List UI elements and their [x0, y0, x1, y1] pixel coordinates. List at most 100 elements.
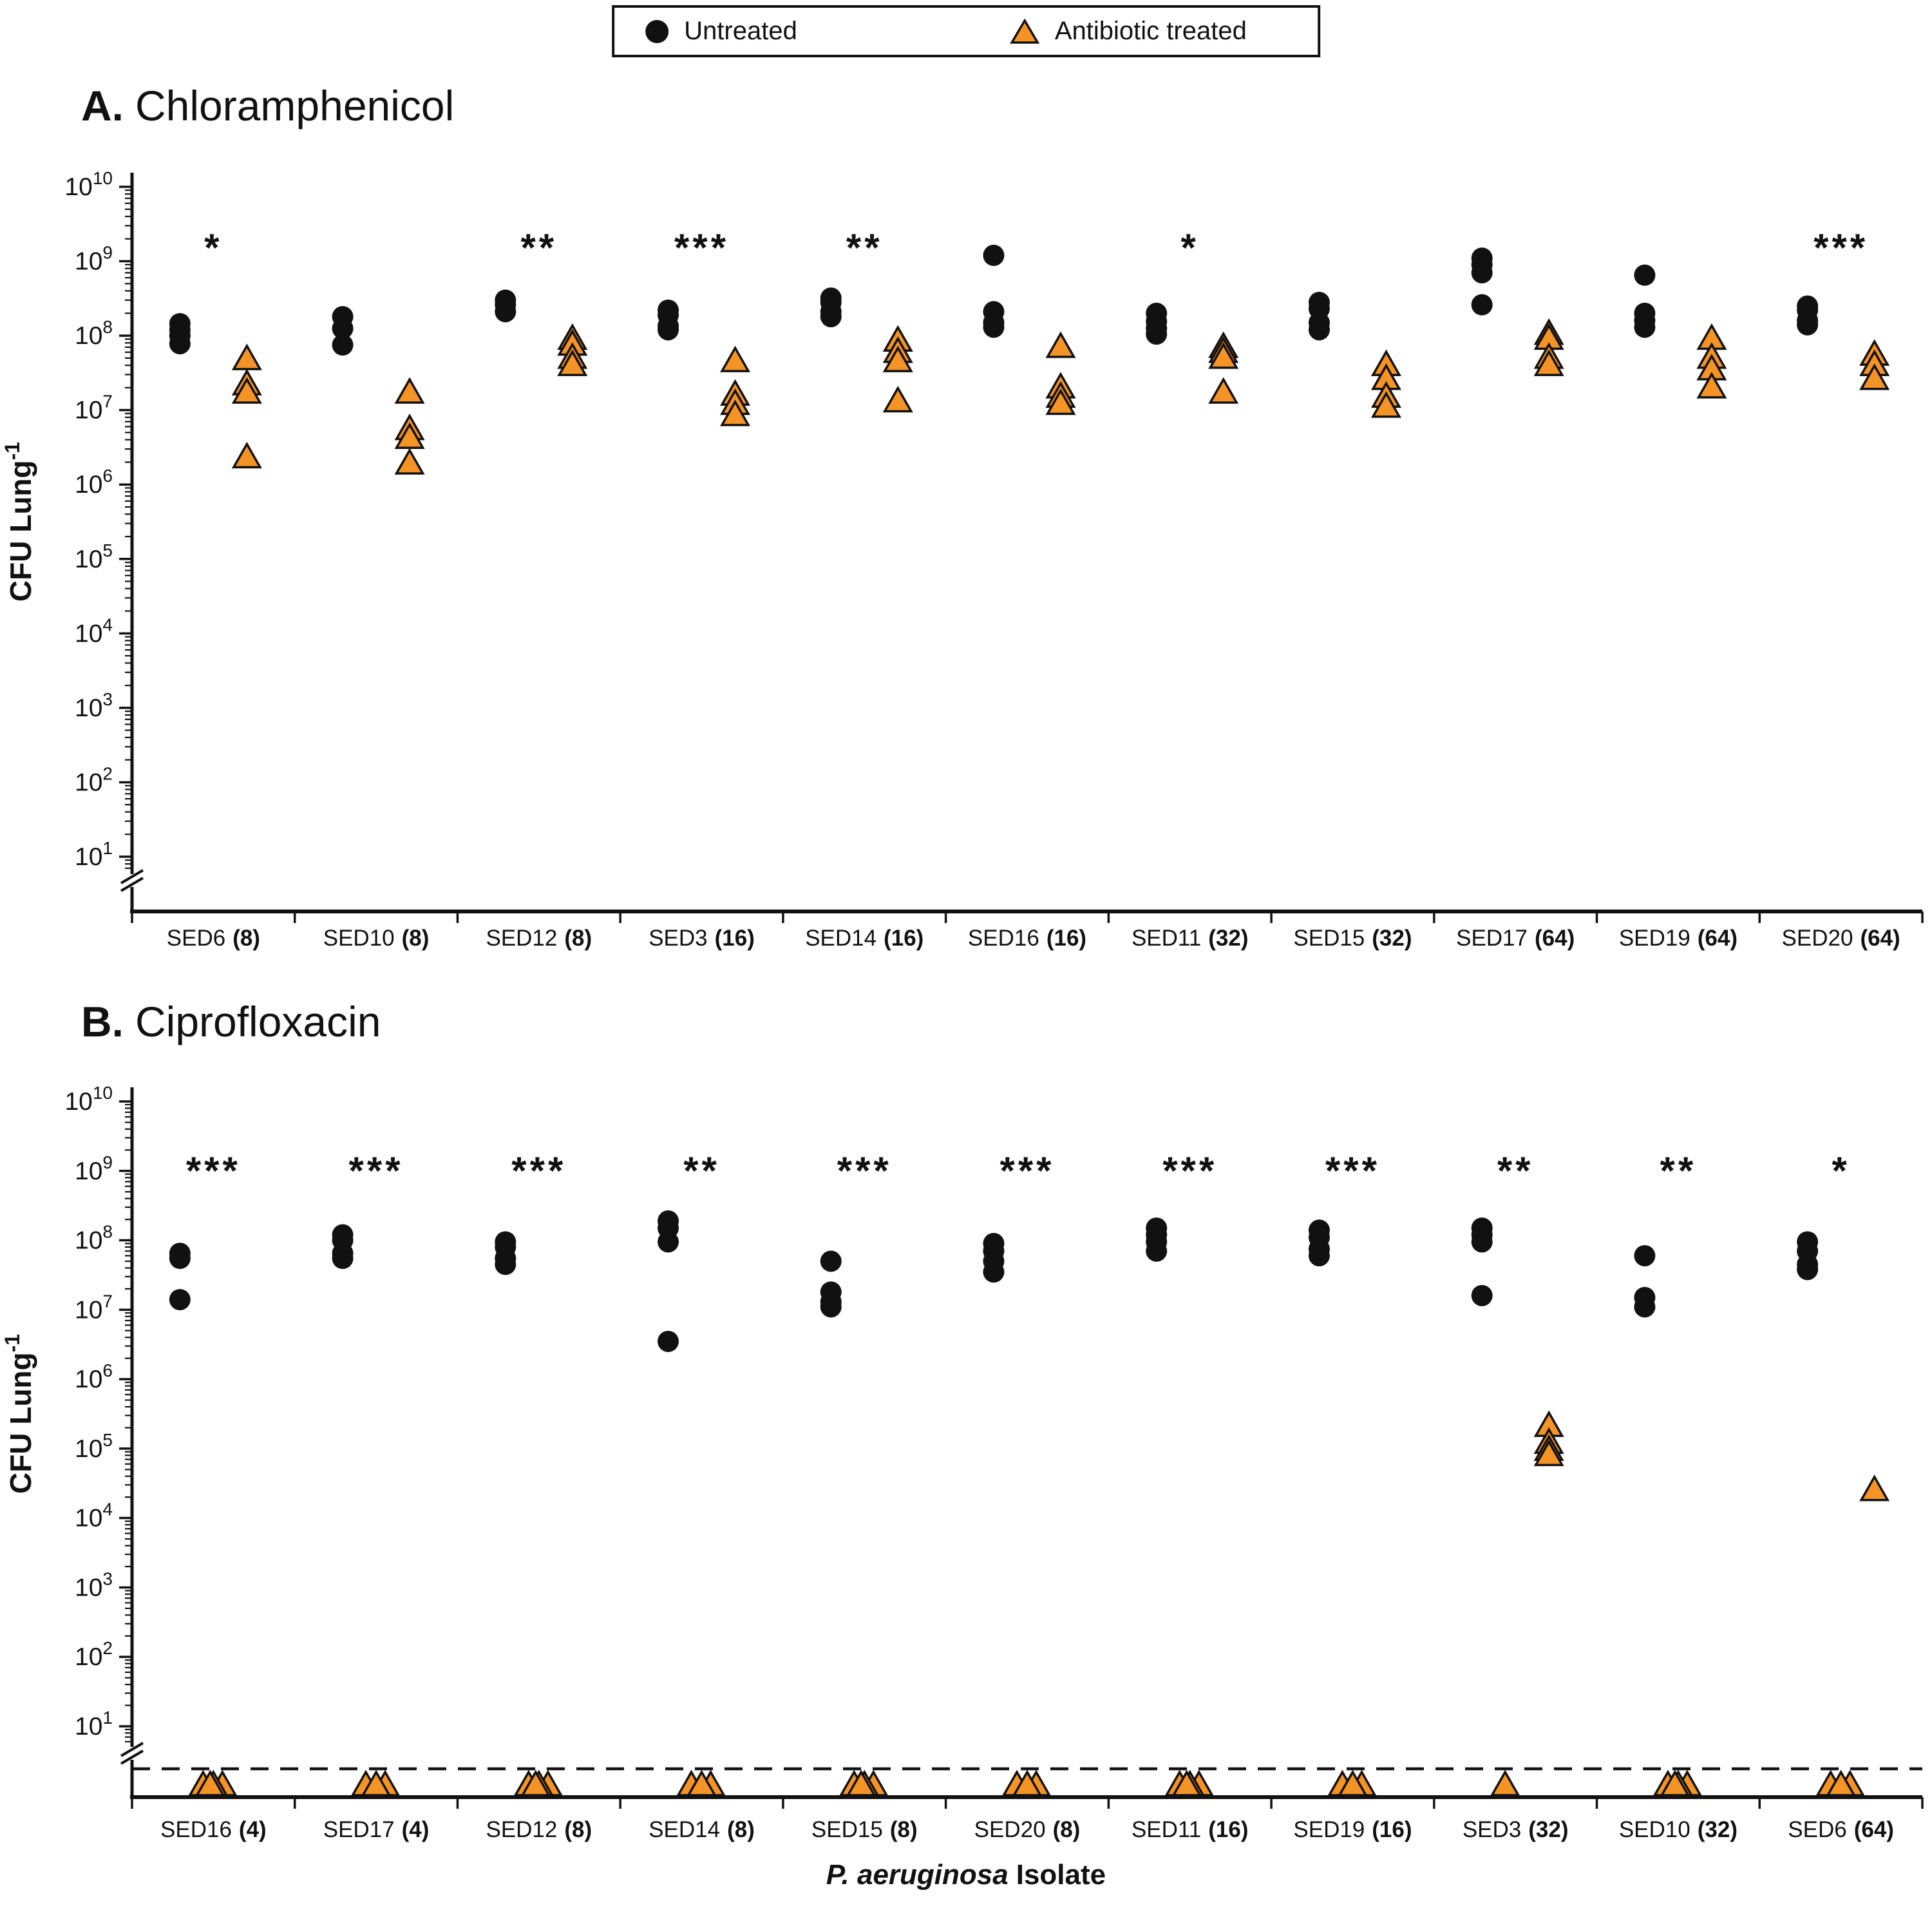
y-tick-label: 104	[75, 615, 113, 647]
treated-point	[1660, 1769, 1690, 1796]
treated-point	[882, 345, 913, 372]
treated-point	[1533, 1439, 1564, 1467]
untreated-point	[658, 1231, 679, 1253]
y-tick-label: 107	[75, 392, 113, 424]
y-tick-label: 101	[75, 838, 113, 871]
untreated-point	[1471, 1284, 1493, 1306]
panel-b-plot: 101 102 103 104 105 106 107 108 109 1010 CFU Lung-…	[1, 1083, 1924, 1842]
significance-marker: **	[520, 226, 557, 269]
untreated-point	[1471, 294, 1493, 316]
category-label: SED19 (64)	[1619, 926, 1738, 951]
treated-point	[720, 399, 751, 426]
y-tick-label: 103	[75, 1568, 113, 1601]
untreated-point	[1471, 262, 1493, 283]
treated-point	[1337, 1769, 1368, 1796]
untreated-point	[1308, 319, 1330, 341]
category-label: SED20 (8)	[974, 1817, 1081, 1842]
untreated-circle-icon	[645, 19, 669, 43]
legend-label-treated: Antibiotic treated	[1054, 17, 1247, 45]
y-tick-label: 101	[75, 1708, 113, 1740]
panel-a-plot: 101 102 103 104 105 106 107 108 109 1010 CFU Lung-…	[1, 168, 1924, 951]
panel-a-name: Chloramphenicol	[135, 82, 455, 129]
untreated-point	[983, 1261, 1005, 1283]
category-label: SED6 (64)	[1788, 1817, 1894, 1842]
treated-point	[1208, 342, 1239, 369]
category-label: SED12 (8)	[486, 1817, 592, 1842]
untreated-point	[1797, 314, 1819, 336]
legend-item-untreated: Untreated	[645, 17, 797, 46]
category-label: SED16 (16)	[968, 926, 1086, 951]
significance-marker: ***	[349, 1149, 404, 1192]
category-label: SED14 (8)	[649, 1817, 755, 1842]
treated-point	[687, 1769, 717, 1796]
treated-point	[231, 377, 262, 404]
untreated-point	[169, 333, 191, 355]
treated-point	[1171, 1769, 1202, 1796]
significance-marker: **	[1660, 1149, 1697, 1192]
untreated-point	[1634, 1296, 1656, 1318]
untreated-point	[1634, 1244, 1656, 1266]
treated-point	[1826, 1769, 1857, 1796]
untreated-point	[1634, 264, 1656, 286]
untreated-point	[1308, 1244, 1330, 1266]
treated-point	[1012, 1769, 1043, 1796]
significance-marker: **	[683, 1149, 720, 1192]
category-label: SED19 (16)	[1293, 1817, 1412, 1842]
panel-a-title: A. Chloramphenicol	[81, 81, 454, 130]
axis-break-mark	[120, 869, 144, 884]
category-label: SED15 (32)	[1293, 926, 1412, 951]
y-tick-label: 1010	[64, 168, 113, 201]
treated-point	[394, 377, 425, 404]
treated-point	[1490, 1769, 1520, 1796]
untreated-point	[658, 319, 679, 341]
treated-point	[1533, 349, 1564, 376]
treated-point	[194, 1769, 225, 1796]
legend-item-treated: Antibiotic treated	[1009, 17, 1247, 46]
y-tick-label: 109	[75, 1152, 113, 1185]
significance-marker: **	[846, 226, 883, 269]
untreated-point	[820, 306, 842, 328]
axis-break-mark	[120, 1742, 144, 1757]
category-label: SED3 (16)	[649, 926, 755, 951]
significance-marker: ***	[1814, 226, 1868, 269]
untreated-point	[169, 1248, 191, 1270]
untreated-point	[983, 244, 1005, 266]
category-label: SED15 (8)	[811, 1817, 918, 1842]
significance-marker: ***	[999, 1149, 1054, 1192]
legend: Untreated Antibiotic treated	[612, 5, 1320, 57]
significance-marker: ***	[674, 226, 729, 269]
untreated-point	[495, 301, 516, 323]
y-tick-label: 106	[75, 1360, 113, 1393]
y-tick-label: 105	[75, 540, 113, 573]
treated-point	[1696, 372, 1727, 399]
untreated-point	[495, 1253, 516, 1275]
treated-point	[394, 422, 425, 449]
untreated-point	[1146, 323, 1168, 345]
treated-point	[557, 349, 588, 376]
significance-marker: *	[1181, 226, 1199, 269]
untreated-point	[1471, 1231, 1493, 1253]
treated-point	[1045, 388, 1076, 415]
y-tick-label: 107	[75, 1291, 113, 1324]
y-tick-label: 106	[75, 466, 113, 499]
y-tick-label: 102	[75, 1638, 113, 1671]
y-tick-label: 109	[75, 243, 113, 276]
untreated-point	[658, 1330, 679, 1352]
panel-b-title: B. Ciprofloxacin	[81, 997, 381, 1046]
untreated-point	[169, 1289, 191, 1311]
y-axis-label: CFU Lung-1	[1, 442, 37, 602]
treated-point	[394, 448, 425, 475]
y-tick-label: 103	[75, 689, 113, 722]
y-tick-label: 105	[75, 1430, 113, 1463]
treated-point	[1370, 391, 1401, 418]
panel-b-name: Ciprofloxacin	[135, 998, 381, 1045]
x-axis-title: P. aeruginosa Isolate	[0, 1859, 1932, 1891]
category-label: SED6 (8)	[167, 926, 260, 951]
significance-marker: *	[1832, 1149, 1850, 1192]
treated-point	[1045, 331, 1076, 358]
x-axis-title-species: P. aeruginosa	[826, 1859, 1009, 1891]
x-axis-title-rest: Isolate	[1016, 1859, 1106, 1891]
category-label: SED17 (64)	[1456, 926, 1575, 951]
category-label: SED10 (8)	[323, 926, 430, 951]
